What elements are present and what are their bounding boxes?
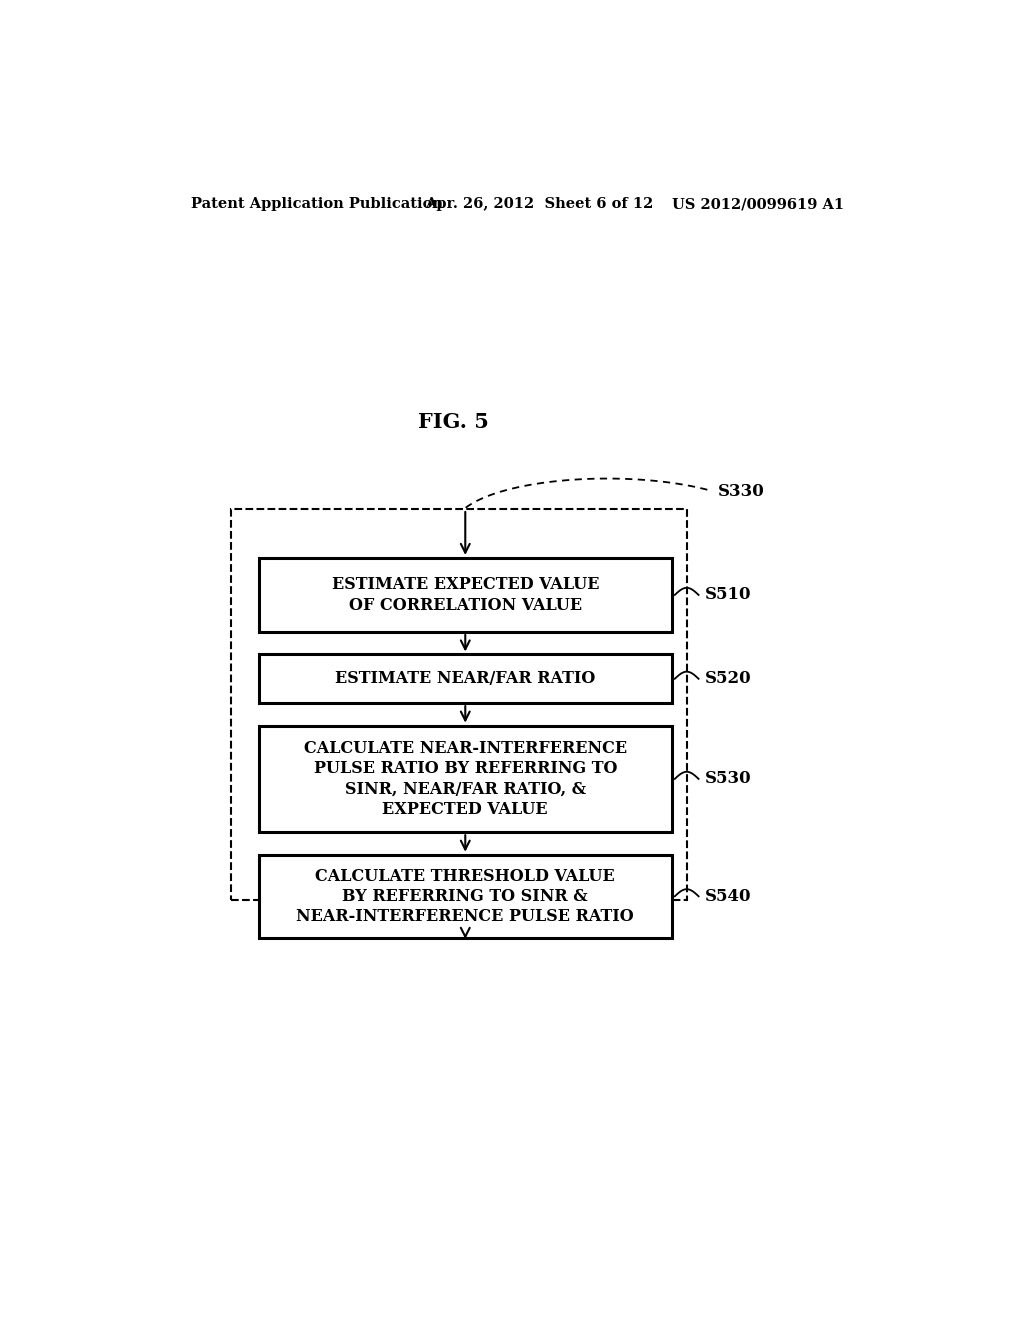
Text: CALCULATE NEAR-INTERFERENCE
PULSE RATIO BY REFERRING TO
SINR, NEAR/FAR RATIO, &
: CALCULATE NEAR-INTERFERENCE PULSE RATIO … <box>304 741 627 818</box>
Text: ESTIMATE EXPECTED VALUE
OF CORRELATION VALUE: ESTIMATE EXPECTED VALUE OF CORRELATION V… <box>332 577 599 614</box>
Text: S540: S540 <box>705 888 752 904</box>
Bar <box>231 510 687 900</box>
Bar <box>259 854 672 939</box>
Text: S520: S520 <box>705 671 752 688</box>
Text: S330: S330 <box>718 483 764 500</box>
Text: Apr. 26, 2012  Sheet 6 of 12: Apr. 26, 2012 Sheet 6 of 12 <box>426 197 654 211</box>
Bar <box>259 726 672 833</box>
Text: S530: S530 <box>705 771 752 788</box>
Text: CALCULATE THRESHOLD VALUE
BY REFERRING TO SINR &
NEAR-INTERFERENCE PULSE RATIO: CALCULATE THRESHOLD VALUE BY REFERRING T… <box>296 867 634 925</box>
Text: ESTIMATE NEAR/FAR RATIO: ESTIMATE NEAR/FAR RATIO <box>335 671 596 688</box>
Text: S510: S510 <box>705 586 752 603</box>
Text: Patent Application Publication: Patent Application Publication <box>191 197 443 211</box>
Text: FIG. 5: FIG. 5 <box>418 412 488 432</box>
Bar <box>259 655 672 704</box>
Bar <box>259 558 672 632</box>
Text: US 2012/0099619 A1: US 2012/0099619 A1 <box>672 197 844 211</box>
